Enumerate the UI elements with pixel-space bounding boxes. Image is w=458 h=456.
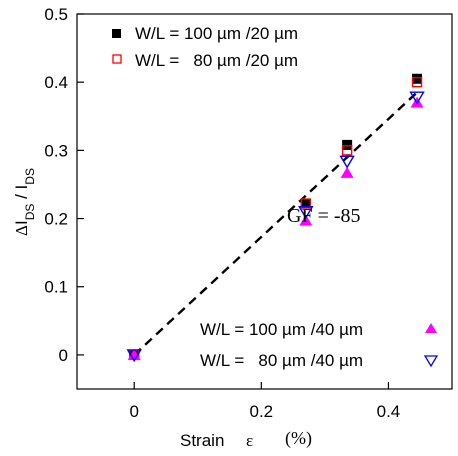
point-series-3 xyxy=(340,166,354,178)
y-label-delta: Δ xyxy=(12,225,31,236)
legend-top: W/L = 100 µm /20 µm W/L = 80 µm /20 µm xyxy=(112,24,298,70)
legend-label-80-40: W/L = 80 µm /40 µm xyxy=(200,351,363,370)
y-tick-label: 0 xyxy=(59,346,68,365)
point-series-4 xyxy=(409,91,425,105)
y-tick-label: 0.2 xyxy=(44,210,68,229)
x-axis-label-unit: (%) xyxy=(285,428,312,449)
x-tick-label: 0 xyxy=(129,402,138,421)
y-tick-label: 0.5 xyxy=(44,5,68,24)
legend-bottom: W/L = 100 µm /40 µm W/L = 80 µm /40 µm xyxy=(200,320,439,370)
y-ticks: 0 0.1 0.2 0.3 0.4 0.5 xyxy=(44,5,84,365)
y-label-sub1: DS xyxy=(23,204,37,221)
x-axis-label: Strain ε (%) xyxy=(180,428,312,450)
legend-marker-100-20 xyxy=(112,29,121,38)
legend-marker-100-40 xyxy=(425,323,437,333)
point-series-2 xyxy=(341,145,353,156)
legend-marker-80-40 xyxy=(423,355,439,368)
point-series-4 xyxy=(339,155,355,169)
point-series-3 xyxy=(299,214,313,226)
y-tick-label: 0.4 xyxy=(44,73,68,92)
point-series-2 xyxy=(300,198,312,209)
y-label-slash: / xyxy=(12,189,31,203)
x-tick-label: 0.2 xyxy=(250,402,274,421)
fit-line xyxy=(133,91,418,356)
gf-annotation: GF = -85 xyxy=(287,205,361,227)
point-series-2 xyxy=(411,76,423,88)
x-tick-label: 0.4 xyxy=(377,402,401,421)
point-series-1 xyxy=(300,198,311,209)
y-tick-label: 0.3 xyxy=(44,141,68,160)
y-label-i2: I xyxy=(12,185,31,190)
legend-marker-80-20 xyxy=(112,54,122,64)
y-axis-label: ΔIDS / IDS xyxy=(12,168,37,236)
x-axis-label-main: Strain xyxy=(180,431,224,450)
point-series-4 xyxy=(126,349,142,363)
y-label-sub2: DS xyxy=(23,168,37,185)
plot-frame xyxy=(76,13,453,390)
x-axis-label-symbol: ε xyxy=(246,431,253,450)
point-series-3 xyxy=(127,348,141,360)
y-label-i1: I xyxy=(12,220,31,225)
legend-label-80-20: W/L = 80 µm /20 µm xyxy=(135,51,298,70)
point-series-1 xyxy=(342,139,353,150)
point-series-1 xyxy=(412,73,423,84)
point-series-4 xyxy=(298,206,314,220)
legend-label-100-20: W/L = 100 µm /20 µm xyxy=(135,24,298,43)
data-points xyxy=(126,73,425,363)
legend-label-100-40: W/L = 100 µm /40 µm xyxy=(200,320,363,339)
y-tick-label: 0.1 xyxy=(44,278,68,297)
x-ticks: 0 0.2 0.4 xyxy=(129,382,400,421)
fit-line-layer xyxy=(133,91,418,356)
